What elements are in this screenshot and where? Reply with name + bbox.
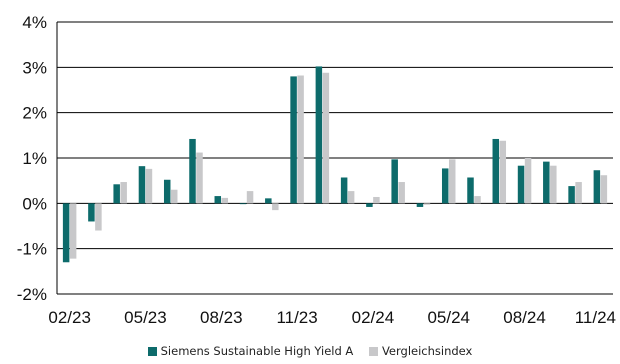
- bar-index: [448, 159, 456, 204]
- bar-index: [221, 197, 229, 204]
- legend-item-fund: Siemens Sustainable High Yield A: [147, 343, 354, 358]
- bar-fund: [568, 186, 575, 204]
- bar-index: [95, 203, 102, 231]
- bar-index: [524, 158, 532, 204]
- bar-fund: [492, 138, 500, 204]
- bar-index: [196, 152, 203, 204]
- x-tick-label: 08/23: [200, 308, 243, 327]
- bar-index: [170, 189, 178, 204]
- bar-index: [272, 203, 279, 211]
- x-tick-label: 05/24: [427, 308, 470, 327]
- bar-fund: [62, 203, 70, 263]
- legend-label-fund: Siemens Sustainable High Yield A: [160, 343, 354, 358]
- bar-fund: [593, 170, 601, 204]
- bar-fund: [163, 179, 171, 204]
- bar-fund: [138, 166, 146, 204]
- y-tick-label: 2%: [22, 104, 47, 123]
- tick-labels: -2% -1% 0% 1% 2% 3% 4% 02/23 05/23 08/23 11/23 02/2…: [17, 13, 616, 327]
- x-tick-label: 11/23: [276, 308, 317, 327]
- bar-index: [600, 175, 608, 204]
- bar-index: [347, 191, 355, 204]
- bar-index: [499, 140, 507, 204]
- bar-fund: [189, 138, 196, 204]
- bar-fund: [290, 76, 297, 204]
- legend: Siemens Sustainable High Yield A Verglei…: [0, 343, 620, 358]
- bar-fund: [441, 168, 449, 204]
- bar-fund: [265, 198, 272, 204]
- bar-fund: [416, 203, 424, 207]
- bar-fund: [214, 196, 222, 204]
- y-tick-label: 1%: [22, 149, 47, 168]
- bar-index: [69, 203, 77, 259]
- bar-index: [398, 182, 405, 204]
- x-tick-label: 02/24: [352, 308, 395, 327]
- bar-index: [550, 165, 557, 204]
- bar-fund: [340, 177, 348, 204]
- bar-fund: [239, 203, 247, 205]
- legend-swatch-index: [368, 346, 378, 356]
- bar-index: [575, 182, 582, 204]
- x-tick-label: 05/23: [124, 308, 167, 327]
- bar-fund: [113, 184, 120, 204]
- bar-index: [373, 196, 380, 204]
- bar-index: [297, 75, 304, 204]
- legend-item-index: Vergleichsindex: [368, 343, 473, 358]
- y-tick-label: 3%: [22, 58, 47, 77]
- bar-index: [246, 191, 254, 204]
- bar-fund: [88, 203, 95, 222]
- x-tick-label: 02/23: [48, 308, 91, 327]
- legend-label-index: Vergleichsindex: [381, 343, 473, 358]
- bar-index: [474, 196, 481, 204]
- bar-fund: [315, 66, 323, 204]
- bar-index: [145, 168, 153, 204]
- y-tick-label: -2%: [17, 285, 47, 304]
- x-tick-label: 11/24: [575, 308, 616, 327]
- bar-fund: [543, 161, 550, 204]
- bar-index: [120, 182, 127, 204]
- y-tick-label: -1%: [17, 240, 47, 259]
- bar-fund: [467, 177, 474, 204]
- y-tick-label: 0%: [22, 194, 47, 213]
- bars: [62, 66, 608, 263]
- x-tick-label: 08/24: [503, 308, 546, 327]
- bar-fund: [391, 159, 398, 204]
- bar-fund: [517, 165, 525, 204]
- bar-index: [423, 203, 431, 205]
- bar-index: [322, 72, 330, 204]
- bar-fund: [366, 203, 373, 207]
- legend-swatch-fund: [147, 346, 157, 356]
- y-tick-label: 4%: [22, 13, 47, 32]
